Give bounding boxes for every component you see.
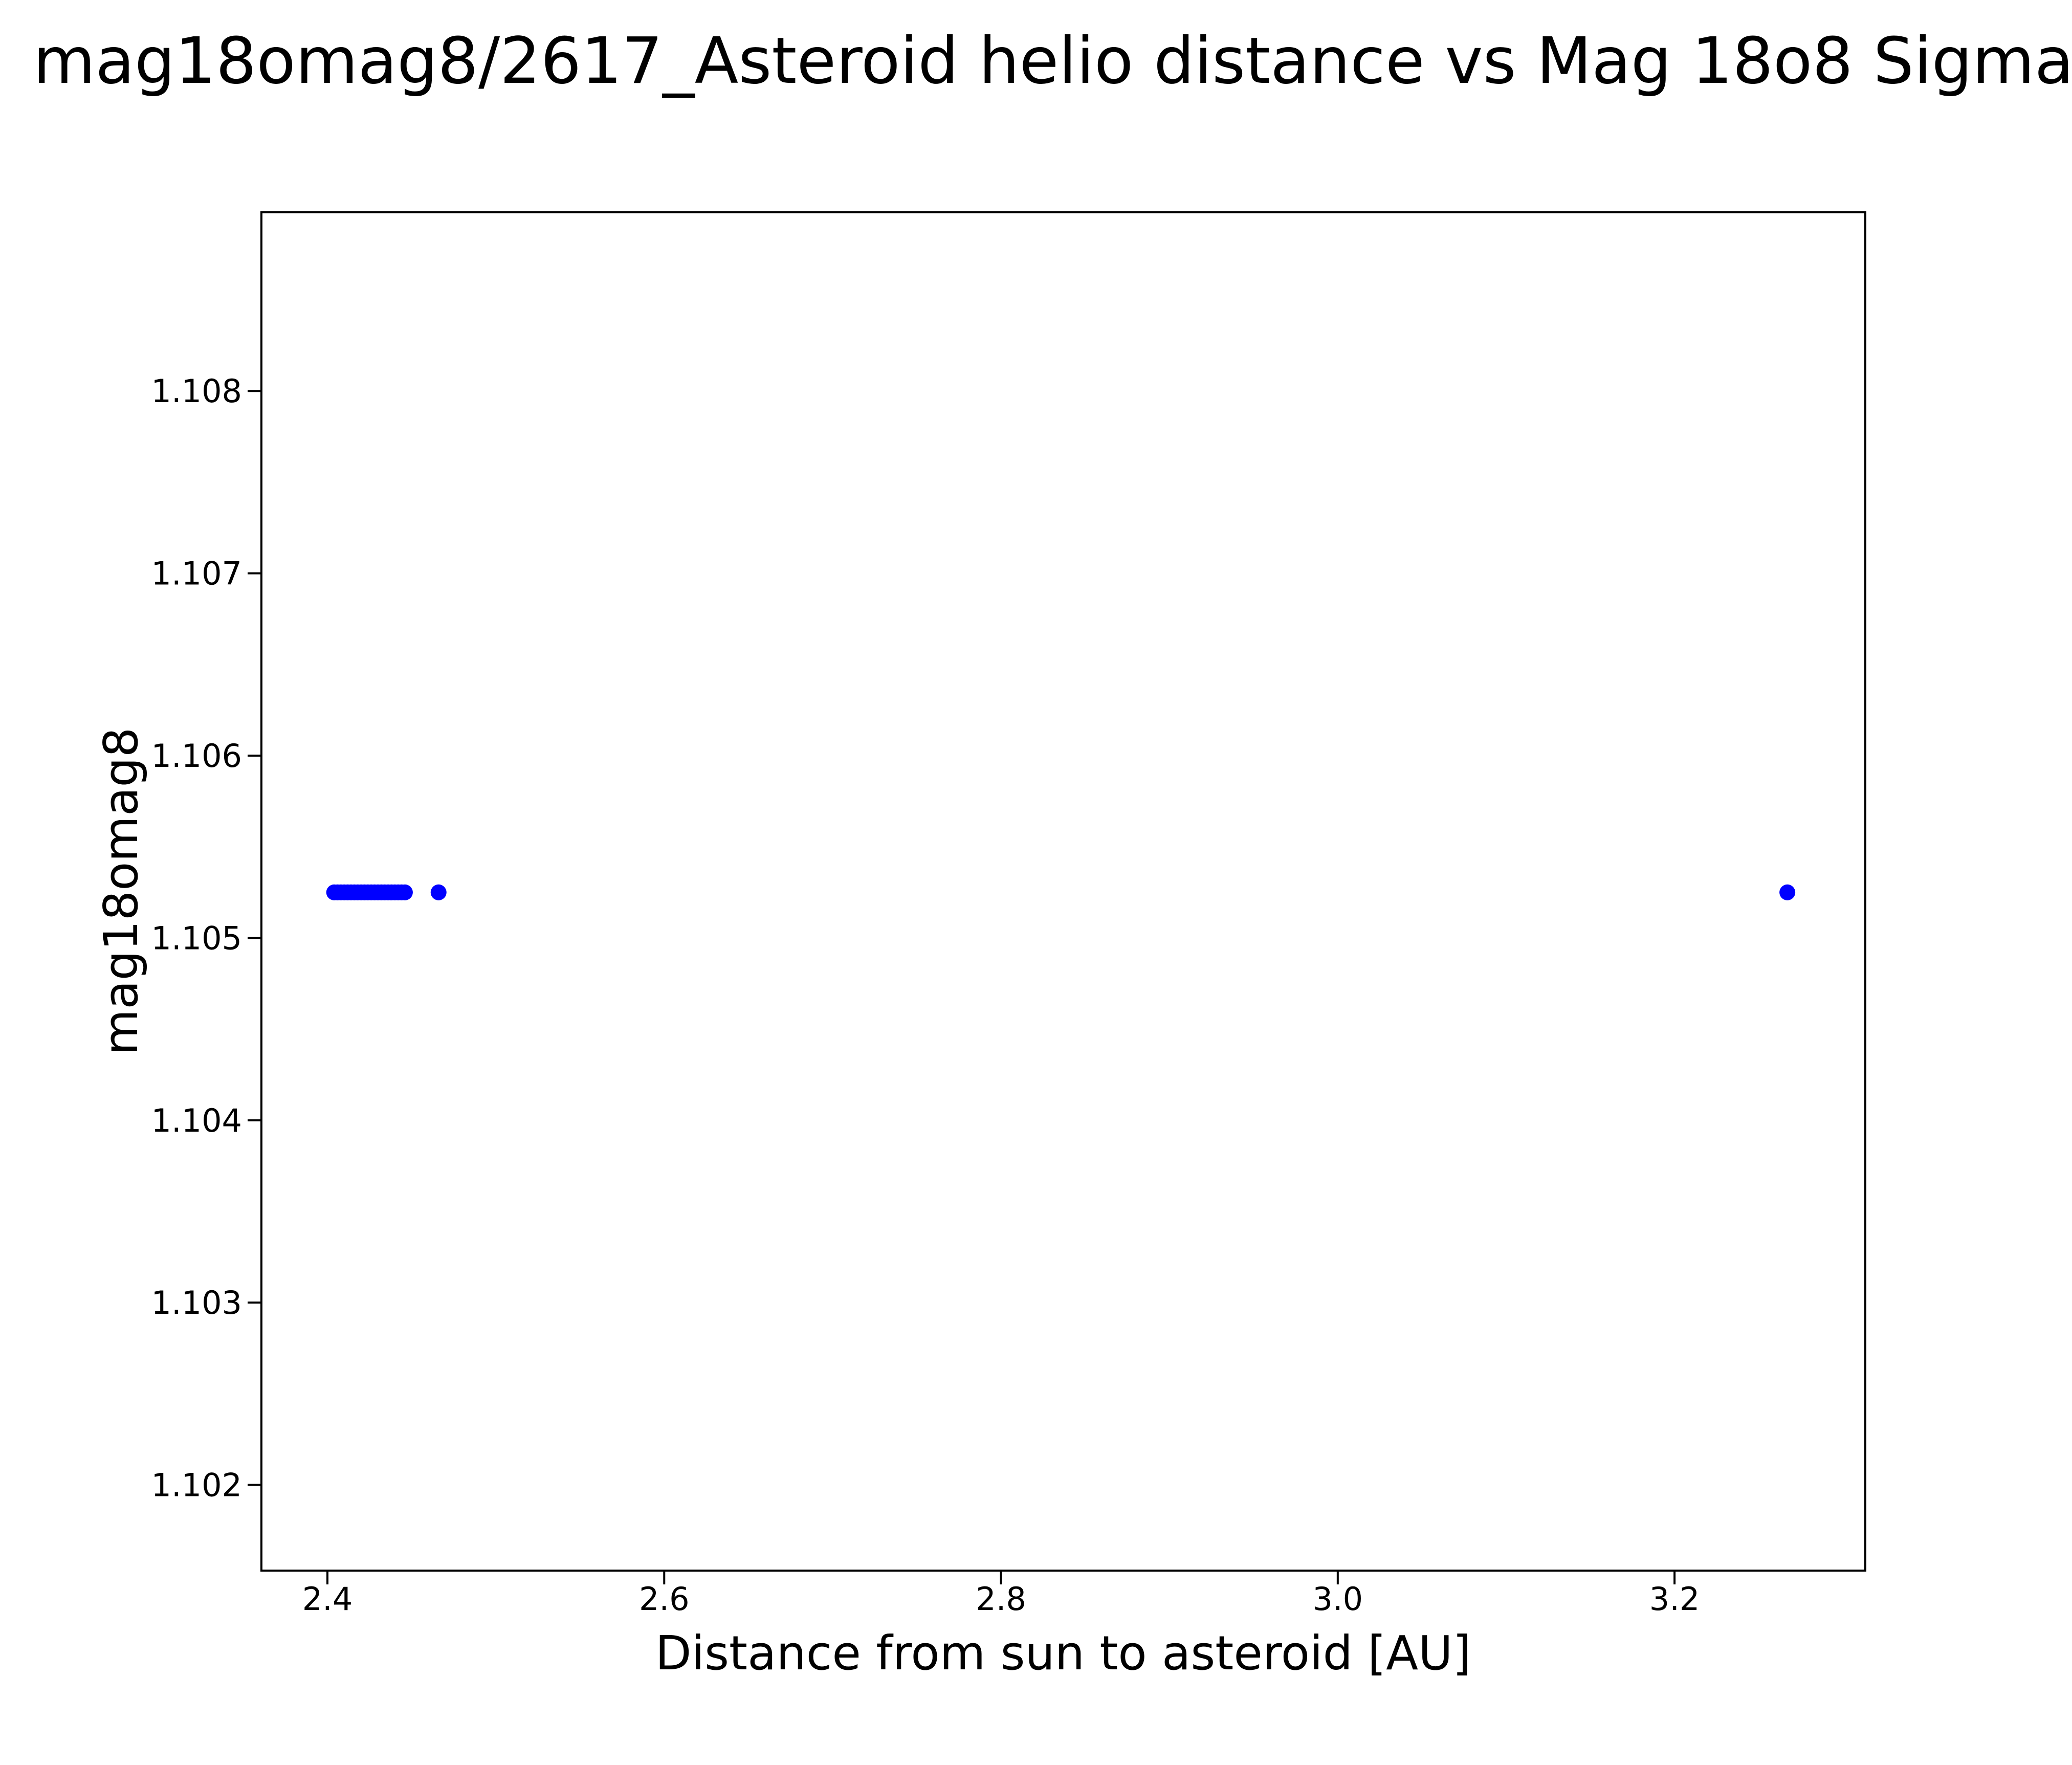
y-tick-label: 1.102 (151, 1467, 243, 1504)
y-tick-label: 1.104 (151, 1102, 243, 1139)
x-tick-label: 2.4 (302, 1580, 353, 1618)
x-tick-label: 2.8 (976, 1580, 1026, 1618)
data-point (396, 884, 413, 900)
y-axis-ticks: 1.102 1.103 1.104 1.105 1.106 1.107 1.108 (151, 372, 261, 1504)
y-tick-label: 1.103 (151, 1284, 243, 1321)
y-tick-label: 1.108 (151, 372, 243, 410)
y-tick-label: 1.105 (151, 919, 243, 957)
x-axis-ticks: 2.4 2.6 2.8 3.0 3.2 (302, 1571, 1700, 1618)
x-axis-label: Distance from sun to asteroid [AU] (655, 1626, 1471, 1681)
data-point (430, 884, 447, 900)
x-tick-label: 2.6 (639, 1580, 690, 1618)
y-tick-label: 1.107 (151, 555, 243, 592)
plot-frame (260, 211, 1866, 1572)
scatter-points (326, 884, 1796, 900)
x-tick-label: 3.2 (1649, 1580, 1700, 1618)
y-tick-label: 1.106 (151, 737, 243, 775)
data-point (1779, 884, 1796, 900)
chart-title: mag18omag8/2617_Asteroid helio distance … (33, 24, 2072, 98)
y-axis-label: mag18omag8 (94, 727, 148, 1055)
x-tick-label: 3.0 (1313, 1580, 1363, 1618)
